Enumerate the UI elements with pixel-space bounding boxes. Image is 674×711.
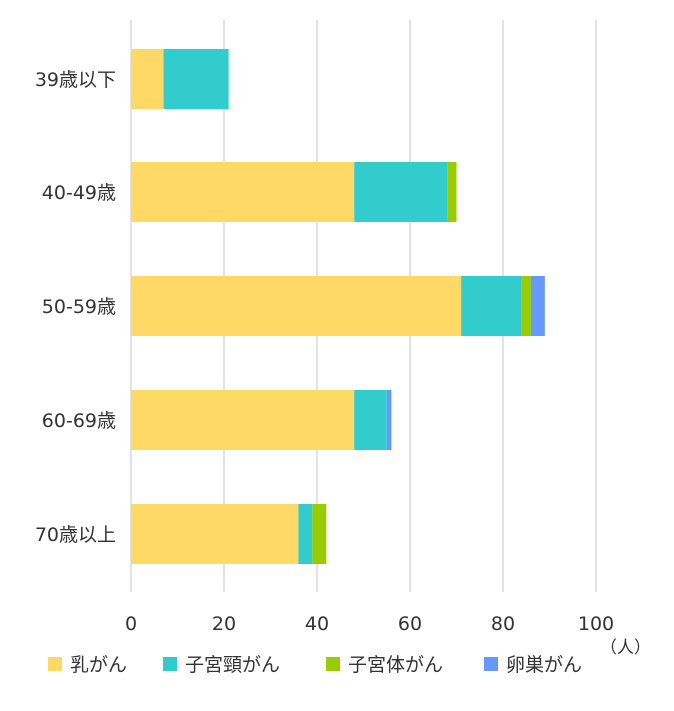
bar-2-series-3: [447, 162, 457, 222]
category-label-4: 60-69歳: [42, 410, 116, 432]
x-tick-label-60: 60: [398, 613, 422, 635]
legend-swatch-4: [484, 657, 498, 671]
category-label-3: 50-59歳: [42, 296, 116, 318]
legend-label-3: 子宮体がん: [348, 654, 443, 676]
bar-4-series-1: [131, 390, 355, 450]
legend-swatch-2: [163, 657, 177, 671]
category-label-2: 40-49歳: [42, 182, 116, 204]
legend-label-2: 子宮頸がん: [185, 654, 280, 676]
legend-label-4: 卵巣がん: [506, 654, 582, 676]
bar-3-series-3: [521, 276, 531, 336]
category-labels: 39歳以下 40-49歳 50-59歳 60-69歳 70歳以上: [35, 69, 116, 546]
bar-3-series-4: [530, 276, 545, 336]
bar-2-series-2: [354, 162, 448, 222]
bar-1-series-2: [163, 49, 229, 109]
category-label-1: 39歳以下: [35, 69, 116, 91]
legend: 乳がん 子宮頸がん 子宮体がん 卵巣がん: [48, 654, 582, 676]
x-tick-label-20: 20: [212, 613, 236, 635]
bar-4-series-4: [386, 390, 392, 450]
legend-swatch-3: [326, 657, 340, 671]
x-tick-label-80: 80: [491, 613, 515, 635]
x-tick-label-40: 40: [305, 613, 329, 635]
bar-2-series-1: [131, 162, 355, 222]
x-tick-label-100: 100: [578, 613, 614, 635]
bar-5-series-2: [298, 504, 313, 564]
bar-5-series-1: [131, 504, 299, 564]
x-unit-label: （人）: [600, 638, 651, 658]
x-tick-labels: 0 20 40 60 80 100: [125, 613, 614, 635]
bar-5-series-3: [312, 504, 327, 564]
legend-swatch-1: [48, 657, 62, 671]
bar-4-series-2: [354, 390, 387, 450]
bar-3-series-1: [131, 276, 462, 336]
legend-label-1: 乳がん: [70, 654, 127, 676]
bar-3-series-2: [461, 276, 522, 336]
x-tick-label-0: 0: [125, 613, 137, 635]
bars: [131, 49, 545, 564]
category-label-5: 70歳以上: [35, 524, 116, 546]
bar-1-series-1: [131, 49, 164, 109]
